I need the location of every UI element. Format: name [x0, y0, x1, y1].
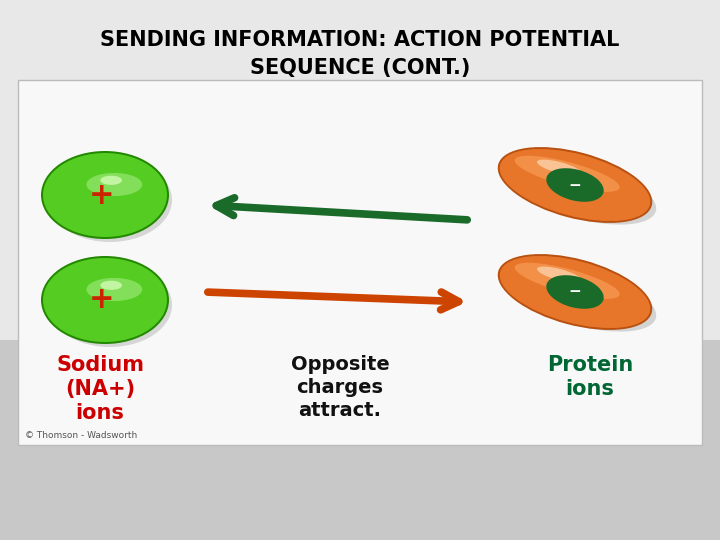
Ellipse shape	[546, 168, 604, 202]
Ellipse shape	[86, 173, 142, 196]
Text: +: +	[89, 286, 114, 314]
Ellipse shape	[498, 254, 652, 330]
Ellipse shape	[500, 256, 650, 328]
Ellipse shape	[498, 147, 652, 223]
Ellipse shape	[86, 278, 142, 301]
Bar	[0, 340, 720, 540]
Text: SEQUENCE (CONT.): SEQUENCE (CONT.)	[250, 58, 470, 78]
Text: Opposite
charges
attract.: Opposite charges attract.	[291, 355, 390, 420]
Ellipse shape	[43, 153, 167, 237]
Ellipse shape	[48, 158, 172, 242]
Ellipse shape	[500, 149, 650, 221]
Text: SENDING INFORMATION: ACTION POTENTIAL: SENDING INFORMATION: ACTION POTENTIAL	[100, 30, 620, 50]
Ellipse shape	[100, 176, 122, 185]
Text: −: −	[569, 285, 581, 300]
Ellipse shape	[41, 256, 169, 344]
Ellipse shape	[537, 159, 582, 176]
Ellipse shape	[505, 265, 656, 332]
Ellipse shape	[43, 258, 167, 342]
Ellipse shape	[505, 157, 656, 225]
Text: Protein
ions: Protein ions	[547, 355, 633, 399]
Text: −: −	[569, 178, 581, 192]
Ellipse shape	[537, 267, 582, 283]
Bar	[18, 80, 702, 445]
Ellipse shape	[100, 281, 122, 290]
Text: Sodium
(NA+)
ions: Sodium (NA+) ions	[56, 355, 144, 423]
Ellipse shape	[41, 151, 169, 239]
Ellipse shape	[546, 275, 604, 309]
Ellipse shape	[515, 263, 620, 299]
Ellipse shape	[48, 263, 172, 347]
Ellipse shape	[515, 156, 620, 192]
Text: © Thomson - Wadsworth: © Thomson - Wadsworth	[25, 431, 138, 440]
Text: +: +	[89, 180, 114, 210]
